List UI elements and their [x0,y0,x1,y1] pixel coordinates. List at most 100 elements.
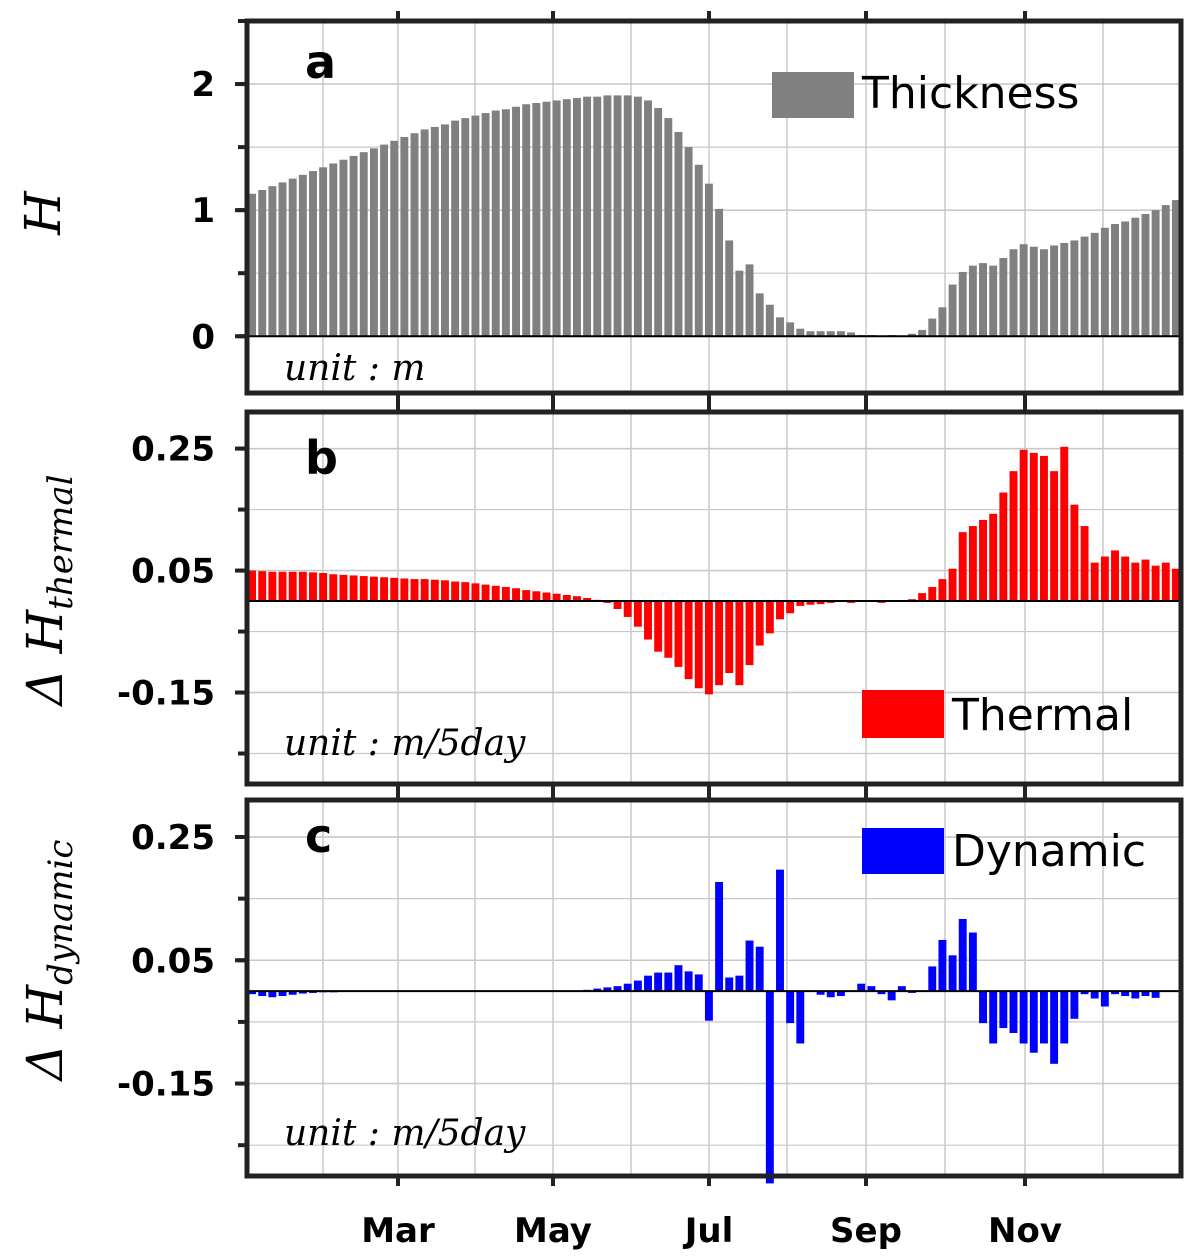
bar [420,579,429,602]
bar [644,601,652,640]
panel-c-y-ticks: 0.25 0.05 -0.15 [117,790,1027,1186]
bar [1151,991,1160,998]
panel-c-letter: c [305,809,332,863]
bar [786,322,795,337]
bar [1019,991,1028,1044]
y-tick-label: 0.25 [131,430,215,470]
bar [1039,991,1048,1044]
x-tick-label: Nov [988,1211,1062,1251]
bar [319,573,328,602]
bar [258,571,267,602]
bar [481,584,490,602]
y-tick-label: -0.15 [117,674,215,714]
panel-c-bars [247,869,1181,1184]
bar [522,104,531,337]
bar [948,568,957,602]
bar [948,955,957,992]
bar [958,532,967,602]
bar [1161,205,1170,337]
bar [380,577,389,602]
bar [633,96,642,337]
bar [1009,991,1018,1033]
bar [786,601,795,614]
bar [796,328,805,337]
bar [1019,244,1028,337]
bar [309,572,317,602]
bar [958,271,967,337]
legend-label-dynamic: Dynamic [952,826,1146,877]
x-axis-ticks: Mar May Jul Sep Nov [361,1211,1062,1251]
bar [390,577,399,602]
bar [745,940,754,992]
bar [319,167,328,337]
bar [654,108,663,337]
bar [765,601,774,634]
bar [400,578,409,602]
bar [836,331,845,337]
bar [603,95,612,337]
bar [1050,471,1059,602]
panel-a-letter: a [305,35,336,89]
bar [1050,245,1059,337]
bar [298,174,307,337]
bar [441,124,449,337]
bar [745,601,754,666]
bar [542,101,551,337]
bar [806,331,815,337]
bar [532,102,541,337]
bar [1171,200,1180,337]
bar [623,601,632,617]
bar [968,526,977,602]
bar [725,601,734,674]
x-tick-label: Sep [830,1211,902,1251]
bar [430,579,439,602]
bar [420,129,429,337]
bar [451,581,460,602]
bar [1080,236,1089,337]
bar [684,147,693,337]
bar [1090,991,1099,999]
bar [674,601,683,667]
bar [1111,224,1119,337]
panel-c-ylabel: Δ Hdynamic [16,840,81,1083]
bar [776,601,784,620]
bar [654,972,663,992]
bar [258,991,267,997]
legend-swatch-dynamic [862,828,944,874]
bar [298,991,307,994]
panel-a-unit: unit : m [284,348,426,389]
bar [674,131,683,337]
legend-swatch-thickness [772,72,854,118]
bar [938,307,947,337]
bar [999,492,1008,602]
bar [390,140,399,337]
bar [298,571,307,602]
bar [968,932,977,992]
bar [512,106,520,337]
bar [268,571,277,602]
bar [1141,559,1150,602]
bar [1060,991,1069,1044]
bar [867,986,876,992]
bar [776,869,784,992]
bar [999,991,1008,1029]
bar [441,580,449,602]
x-tick-label: May [514,1211,592,1251]
panel-c-dynamic: 0.250.05-0.15 Mar May Jul Sep Nov c Dynamic … [16,790,1184,1251]
bar [1121,991,1130,997]
bar [948,284,957,337]
bar [613,601,622,609]
bar [512,588,520,602]
bar [1121,556,1130,602]
bar [999,258,1008,337]
bar [1131,217,1140,337]
bar [664,601,673,658]
bar [958,918,967,992]
bar [979,991,987,1024]
y-tick-label: 1 [191,191,215,231]
bar [664,118,673,337]
bar [928,966,937,992]
y-tick-label: 0 [191,317,215,357]
bar [613,986,622,992]
